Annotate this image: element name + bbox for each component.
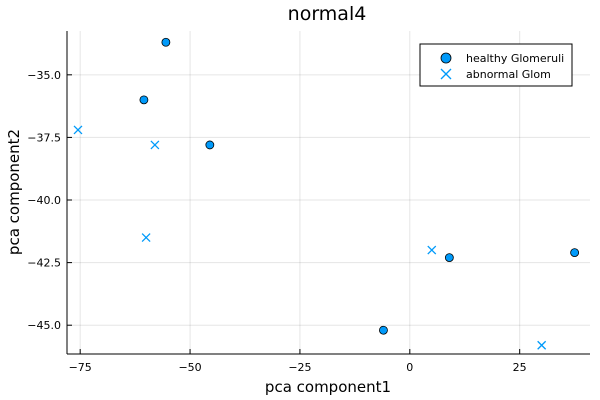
healthy-point [205,140,215,150]
x-tick-label: 25 [513,361,527,374]
abnormal-point [150,140,160,150]
y-axis-label: pca component2 [5,129,23,255]
legend-box [419,43,573,87]
healthy-point [139,95,149,105]
healthy-point [570,248,580,257]
healthy-point [444,253,454,263]
abnormal-point [73,125,83,135]
y-tick-label: −40.0 [27,194,61,207]
legend-marker-abnormal [440,68,452,80]
chart-title: normal4 [288,3,367,25]
data-points [73,37,580,350]
legend-label-healthy: healthy Glomeruli [466,52,564,65]
y-tick-label: −45.0 [27,319,61,332]
legend-marker-healthy [440,52,452,64]
abnormal-point [427,245,437,255]
x-axis-label: pca component1 [265,378,391,396]
x-tick-label: −50 [178,361,201,374]
axis-ticks: −75 −50 −25 0 25 −45.0 −42.5 −40.0 −37.5 −35.0 [27,69,526,374]
x-tick-label: 0 [406,361,413,374]
healthy-point [161,37,171,47]
x-tick-label: −25 [288,361,311,374]
legend-label-abnormal: abnormal Glom [466,68,551,81]
abnormal-point [537,340,547,350]
y-tick-label: −37.5 [27,131,61,144]
y-tick-label: −42.5 [27,257,61,270]
healthy-point [379,325,388,335]
legend: healthy Glomeruli abnormal Glom [419,43,573,87]
x-tick-label: −75 [69,361,92,374]
y-tick-label: −35.0 [27,69,61,82]
abnormal-point [141,233,151,243]
